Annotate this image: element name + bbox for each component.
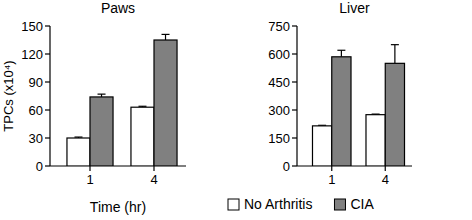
x-tick [89,166,90,171]
x-tick-label: 1 [328,172,335,187]
y-tick-label: 300 [268,103,290,118]
y-tick [45,81,50,82]
y-tick-label: 150 [21,19,43,34]
bar [90,97,113,166]
y-axis-line [49,26,50,166]
legend-label: CIA [350,196,374,212]
y-tick [45,137,50,138]
plot-area [67,34,177,166]
y-tick-label: 30 [29,131,43,146]
legend-swatch [334,199,345,210]
x-tick-label: 4 [382,172,389,187]
bar [67,138,90,166]
bar [131,107,154,166]
error-stem [165,34,166,40]
x-tick-label: 1 [86,172,93,187]
y-tick [45,109,50,110]
panel: Paws TPCs (x10⁴) 0 30 60 90 120 150 1 4 Time (hr) [1,0,186,215]
error-cap [391,44,399,45]
x-tick-label: 4 [150,172,157,187]
error-cap [162,34,170,35]
bar [154,40,177,166]
y-tick [292,165,297,166]
x-tick [153,166,154,171]
bar [312,126,331,166]
y-tick [45,165,50,166]
y-tick [45,53,50,54]
error-cap [98,94,106,95]
panel: Liver 0 150 300 450 600 750 1 4 No Arthritis CIA [228,0,412,212]
legend: No Arthritis CIA [228,196,374,212]
error-stem [341,50,342,57]
error-bar [391,45,399,64]
y-tick-label: 600 [268,47,290,62]
y-tick-label: 150 [268,131,290,146]
y-tick-label: 60 [29,103,43,118]
y-axis-label: TPCs (x10⁴) [1,60,16,131]
error-cap [337,50,345,51]
plot-area [312,45,404,166]
y-tick [45,25,50,26]
y-tick-label: 0 [283,159,290,174]
legend-label: No Arthritis [244,196,312,212]
y-tick-label: 90 [29,75,43,90]
y-tick-label: 450 [268,75,290,90]
y-tick [292,109,297,110]
legend-swatch [228,199,239,210]
error-stem [394,45,395,64]
error-bar [162,34,170,40]
y-tick [292,137,297,138]
y-tick-label: 120 [21,47,43,62]
x-tick [385,166,386,171]
error-bar [337,50,345,57]
x-axis-label: Time (hr) [90,199,146,215]
y-tick-label: 750 [268,19,290,34]
y-tick [292,53,297,54]
bar [366,115,385,166]
y-axis-line [296,26,297,166]
x-tick [331,166,332,171]
y-tick-label: 0 [36,159,43,174]
figure: Paws TPCs (x10⁴) 0 30 60 90 120 150 1 4 Time (hr) L… [0,0,472,220]
bar [332,57,351,166]
y-tick [292,81,297,82]
y-tick [292,25,297,26]
title: Paws [101,0,135,16]
title: Liver [339,0,370,16]
bar [385,63,404,166]
